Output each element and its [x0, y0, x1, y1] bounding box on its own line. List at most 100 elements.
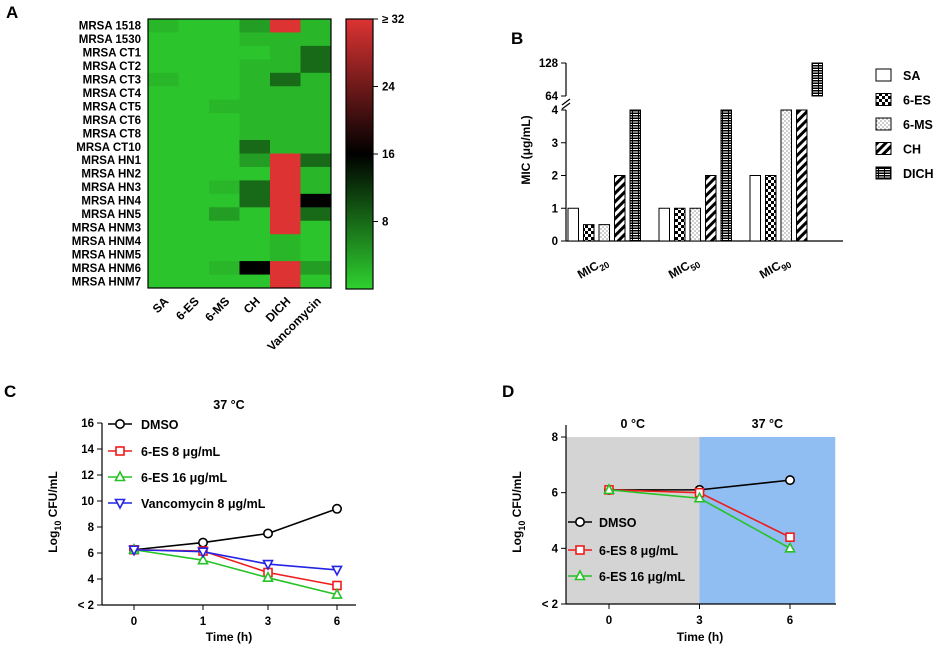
heatmap-cell: [209, 166, 240, 181]
heatmap-cell: [209, 72, 240, 87]
data-point: [784, 541, 796, 553]
bar: [749, 175, 761, 242]
heatmap-cell: [239, 247, 271, 262]
panel-label-c: C: [4, 382, 16, 401]
heatmap-cell: [300, 207, 332, 222]
heatmap-cell: [209, 140, 240, 154]
axis-break-mark: [561, 98, 571, 106]
heatmap-cell: [148, 140, 179, 154]
heatmap-cell: [300, 180, 332, 195]
x-tick-label: 6: [787, 615, 793, 627]
heatmap-cell: [270, 166, 301, 181]
heatmap-cell: [178, 220, 210, 235]
x-tick-label: 3: [696, 615, 702, 627]
y-tick-label: 64: [545, 91, 558, 103]
y-tick-label: 6: [552, 488, 558, 500]
data-point: [128, 545, 140, 557]
data-point: [262, 528, 273, 539]
colorbar-tick-label: ≥ 32: [382, 14, 404, 26]
shaded-region: [699, 437, 836, 604]
colorbar-tick-label: 24: [382, 82, 395, 94]
heatmap-cell: [148, 207, 179, 222]
heatmap-cell: [178, 207, 210, 222]
heatmap-cell: [178, 261, 210, 276]
heatmap-cell: [178, 247, 210, 262]
heatmap-cell: [178, 126, 210, 141]
bar: [765, 175, 777, 242]
heatmap-cell: [300, 274, 332, 289]
legend-label: SA: [903, 69, 920, 83]
heatmap-cell: [239, 99, 271, 114]
legend-label: 6-ES 8 μg/mL: [599, 544, 679, 558]
y-tick-label: 12: [81, 470, 94, 482]
heatmap-cell: [178, 234, 210, 249]
y-tick-label: 1: [552, 203, 559, 215]
legend-label: CH: [903, 143, 921, 157]
heatmap-cell: [300, 59, 332, 74]
data-point: [114, 470, 126, 482]
panel-label-a: A: [6, 3, 18, 22]
heatmap-cell: [300, 261, 332, 276]
series-line: [133, 508, 338, 551]
heatmap-cell: [178, 140, 210, 154]
heatmap-cell: [300, 166, 332, 181]
heatmap-cell: [148, 247, 179, 262]
bar: [811, 62, 823, 97]
data-point: [575, 545, 585, 555]
mic-bar-panel: 0 1 2 3 4 64 128 MIC (μg/mL) MIC20 MIC50 MIC90 SA 6-…: [519, 58, 934, 284]
heatmap-cell: [148, 193, 179, 208]
y-tick-label: 4: [88, 574, 95, 586]
chart-title: 37 °C: [213, 398, 244, 412]
heatmap-row-label: MRSA HNM7: [72, 276, 141, 288]
heatmap-cell: [209, 220, 240, 235]
heatmap-cell: [239, 220, 271, 235]
legend-label: DMSO: [141, 418, 179, 432]
axis-break-mark: [561, 102, 571, 110]
x-tick-label: 0: [131, 616, 137, 628]
x-tick-label: MIC50: [666, 253, 702, 284]
heatmap-cell: [300, 45, 332, 60]
heatmap-cell: [239, 72, 271, 87]
heatmap-cell: [239, 180, 271, 195]
heatmap-row-label: MRSA HN2: [81, 169, 141, 181]
data-point: [331, 565, 343, 577]
bar: [614, 175, 626, 242]
heatmap-cell: [300, 193, 332, 208]
region-label: 0 °C: [621, 417, 645, 431]
bar: [598, 224, 610, 242]
heatmap-cell: [270, 247, 301, 262]
y-tick-label: 0: [552, 236, 558, 248]
heatmap-column-label: CH: [241, 294, 263, 316]
heatmap-cell: [178, 19, 210, 33]
panel-label-b: B: [511, 29, 523, 48]
heatmap-cell: [239, 45, 271, 60]
heatmap-cell: [239, 274, 271, 289]
heatmap-cell: [270, 234, 301, 249]
heatmap-row-label: MRSA HNM6: [72, 263, 141, 275]
heatmap-cell: [239, 32, 271, 47]
heatmap-cell: [270, 193, 301, 208]
heatmap-cell: [300, 72, 332, 87]
heatmap-frame: [147, 18, 332, 289]
y-tick-label: < 2: [542, 599, 558, 611]
bar: [796, 109, 808, 242]
heatmap-row-label: MRSA CT2: [83, 61, 141, 73]
heatmap-cell: [148, 261, 179, 276]
data-point: [603, 483, 615, 495]
data-point: [115, 446, 125, 456]
heatmap-cell: [209, 153, 240, 168]
heatmap-cell: [270, 72, 301, 87]
heatmap-cell: [178, 99, 210, 114]
heatmap-row-label: MRSA CT5: [83, 101, 142, 113]
bar: [629, 109, 641, 242]
legend-label: Vancomycin 8 μg/mL: [141, 497, 266, 511]
heatmap-row-label: MRSA HN3: [81, 182, 141, 194]
heatmap-cell: [239, 207, 271, 222]
colorbar-tick-label: 16: [382, 149, 395, 161]
heatmap-cell: [178, 166, 210, 181]
x-tick-label: MIC90: [757, 253, 793, 284]
series-line: [133, 548, 338, 571]
bar: [658, 207, 670, 242]
heatmap-cell: [239, 234, 271, 249]
heatmap-cell: [239, 140, 271, 154]
